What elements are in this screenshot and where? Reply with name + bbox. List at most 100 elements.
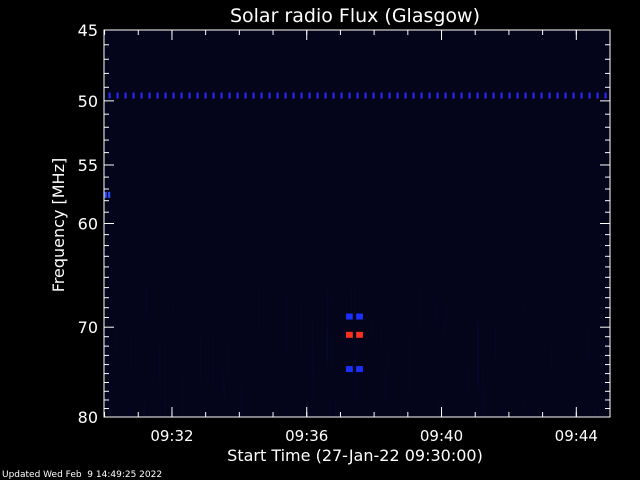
interference-mark <box>420 92 423 99</box>
interference-mark <box>164 92 167 99</box>
x-axis: 09:32 09:36 09:40 09:44 <box>104 30 611 445</box>
noise-streak <box>443 318 445 339</box>
noise-streak <box>326 290 328 359</box>
x-axis-label: Start Time (27-Jan-22 09:30:00) <box>227 446 483 465</box>
noise-streak <box>602 341 604 366</box>
noise-streak <box>314 348 316 401</box>
interference-mark <box>292 92 295 99</box>
interference-mark <box>156 92 159 99</box>
interference-mark <box>188 92 191 99</box>
noise-streak <box>220 320 222 378</box>
noise-streak <box>352 356 354 374</box>
interference-mark <box>380 92 383 99</box>
noise-streak <box>107 329 109 375</box>
interference-mark <box>556 92 559 99</box>
noise-streak <box>143 400 145 417</box>
interference-mark <box>404 92 407 99</box>
interference-mark <box>436 92 439 99</box>
y-tick-label: 80 <box>78 408 98 427</box>
noise-streak <box>354 340 356 401</box>
interference-mark <box>180 92 183 99</box>
interference-mark <box>124 92 127 99</box>
interference-mark <box>276 92 279 99</box>
interference-mark <box>396 92 399 99</box>
y-tick-label: 70 <box>78 318 98 337</box>
noise-streak <box>223 381 225 400</box>
noise-streak <box>502 405 504 417</box>
noise-streak <box>438 399 440 417</box>
noise-streak <box>199 337 201 381</box>
y-tick-label: 50 <box>78 92 98 111</box>
edge-signal-mark <box>104 191 107 198</box>
noise-streak <box>562 352 564 388</box>
y-tick-label: 45 <box>78 21 98 40</box>
noise-streak <box>164 403 166 417</box>
noise-streak <box>145 282 147 326</box>
noise-streak <box>240 385 242 417</box>
noise-streak <box>419 291 421 327</box>
noise-streak <box>341 297 343 355</box>
interference-mark <box>172 92 175 99</box>
interference-mark <box>196 92 199 99</box>
noise-streak <box>409 335 411 391</box>
noise-streak <box>159 345 161 381</box>
interference-mark <box>308 92 311 99</box>
interference-mark <box>476 92 479 99</box>
noise-streak <box>334 399 336 417</box>
interference-mark <box>140 92 143 99</box>
interference-mark <box>572 92 575 99</box>
updated-timestamp: Updated Wed Feb 9 14:49:25 2022 <box>2 470 162 480</box>
noise-streak <box>257 284 259 331</box>
chart-title: Solar radio Flux (Glasgow) <box>230 5 480 27</box>
spectrogram-background <box>104 30 610 417</box>
interference-mark <box>244 92 247 99</box>
interference-mark <box>388 92 391 99</box>
noise-streak <box>332 340 334 367</box>
noise-streak <box>285 290 287 354</box>
noise-streak <box>483 387 485 417</box>
x-tick-label: 09:36 <box>285 427 328 445</box>
interference-mark <box>332 92 335 99</box>
noise-streak <box>524 395 526 415</box>
interference-mark <box>444 92 447 99</box>
interference-mark <box>516 92 519 99</box>
noise-streak <box>380 325 382 345</box>
noise-streak <box>477 326 479 393</box>
noise-streak <box>300 305 302 355</box>
noise-streak <box>212 333 214 386</box>
noise-streak <box>387 346 389 368</box>
spectrogram-plot-area <box>103 29 611 418</box>
noise-streak <box>605 370 607 390</box>
y-axis: 45 50 55 60 70 80 <box>78 21 610 427</box>
noise-streak <box>551 344 553 369</box>
noise-streak <box>371 323 373 335</box>
noise-streak <box>182 376 184 417</box>
interference-mark <box>204 92 207 99</box>
noise-streak <box>495 328 497 360</box>
burst-lower-mark <box>346 366 353 373</box>
interference-mark <box>428 92 431 99</box>
noise-streak <box>335 412 337 417</box>
interference-mark <box>116 92 119 99</box>
interference-mark <box>132 92 135 99</box>
noise-streak <box>130 330 132 369</box>
interference-mark <box>540 92 543 99</box>
interference-mark <box>316 92 319 99</box>
interference-mark <box>412 92 415 99</box>
burst-lower-mark <box>356 366 363 373</box>
noise-streak <box>312 373 314 417</box>
interference-mark <box>484 92 487 99</box>
noise-streak <box>328 400 330 417</box>
interference-mark <box>236 92 239 99</box>
noise-streak <box>466 367 468 394</box>
interference-mark <box>300 92 303 99</box>
noise-streak <box>524 303 526 316</box>
interference-mark <box>588 92 591 99</box>
noise-streak <box>227 340 229 382</box>
noise-streak <box>311 318 313 376</box>
noise-streak <box>356 404 358 417</box>
noise-streak <box>165 340 167 409</box>
noise-streak <box>434 298 436 323</box>
noise-streak <box>587 324 589 361</box>
